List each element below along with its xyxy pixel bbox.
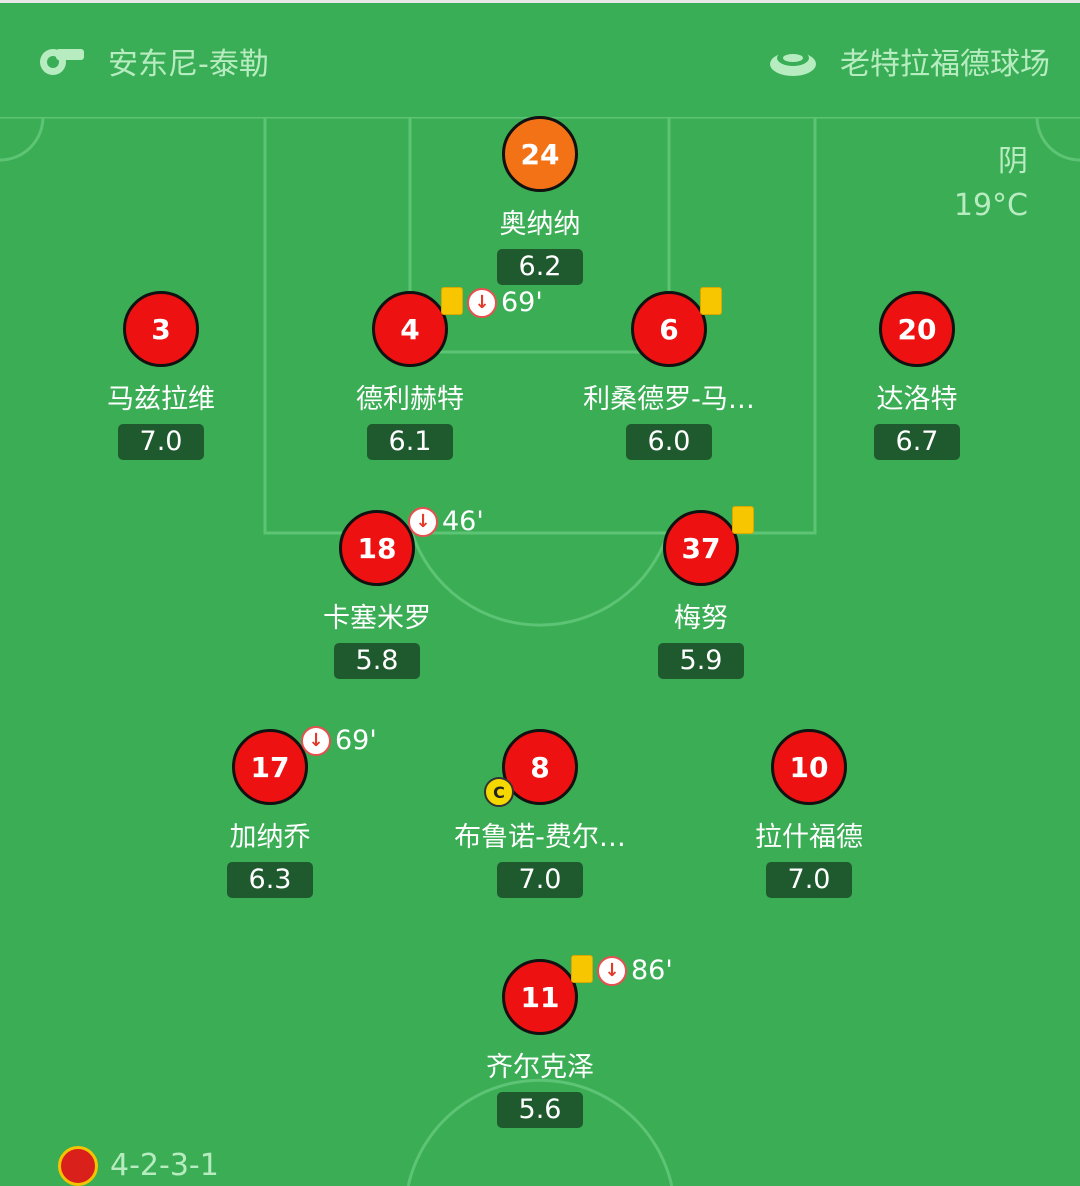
- sub-off-icon: ↓: [301, 725, 331, 756]
- player-number: 6: [631, 291, 707, 367]
- sub-off-icon: ↓: [597, 955, 627, 986]
- player-number-text: 8: [530, 750, 550, 784]
- player-37[interactable]: 37 梅努 5.9: [581, 506, 821, 679]
- player-name: 马兹拉维: [107, 384, 215, 415]
- player-number-text: 17: [250, 750, 290, 784]
- player-number: 3: [123, 291, 199, 367]
- player-name: 达洛特: [876, 384, 958, 415]
- player-name: 利桑德罗-马…: [583, 384, 755, 415]
- match-info-header: 安东尼-泰勒 老特拉福德球场: [0, 0, 1080, 117]
- player-number: 10: [771, 729, 847, 805]
- weather: 阴 19°C: [954, 140, 1028, 228]
- referee-info: 安东尼-泰勒: [36, 39, 269, 83]
- player-rating: 5.6: [497, 1092, 583, 1128]
- player-rating: 6.0: [626, 424, 712, 460]
- player-number-text: 4: [400, 312, 420, 346]
- player-number: 37: [663, 510, 739, 586]
- weather-temperature: 19°C: [953, 188, 1028, 223]
- player-rating: 6.2: [497, 249, 583, 285]
- player-rating: 7.0: [118, 424, 204, 460]
- player-10[interactable]: 10 拉什福德 7.0: [689, 729, 929, 898]
- player-number: 20: [879, 291, 955, 367]
- sub-minute: 69': [335, 725, 377, 756]
- sub-minute: 69': [501, 287, 543, 318]
- team-formation: 4-2-3-1: [58, 1146, 219, 1186]
- player-rating: 6.3: [227, 862, 313, 898]
- player-number-text: 24: [520, 137, 560, 171]
- formation-text: 4-2-3-1: [110, 1148, 219, 1183]
- player-rating: 6.1: [367, 424, 453, 460]
- player-rating: 6.7: [874, 424, 960, 460]
- yellow-card-icon: [441, 287, 463, 315]
- player-rating: 7.0: [766, 862, 852, 898]
- player-name: 布鲁诺-费尔…: [454, 822, 626, 853]
- venue-info: 老特拉福德球场: [768, 39, 1050, 83]
- player-3[interactable]: 3 马兹拉维 7.0: [41, 291, 281, 460]
- player-number-text: 37: [681, 531, 721, 565]
- player-number: 17: [232, 729, 308, 805]
- player-20[interactable]: 20 达洛特 6.7: [797, 291, 1037, 460]
- substitution: ↓ 69': [301, 725, 377, 756]
- yellow-card-icon: [700, 287, 722, 315]
- sub-off-icon: ↓: [408, 506, 438, 537]
- player-rating: 5.8: [334, 643, 420, 679]
- player-name: 德利赫特: [356, 384, 464, 415]
- whistle-icon: [40, 49, 84, 75]
- weather-condition: 阴: [998, 144, 1028, 179]
- player-18[interactable]: 18 卡塞米罗 5.8 ↓ 46': [257, 506, 497, 679]
- player-number: 4: [372, 291, 448, 367]
- sub-minute: 86': [631, 955, 673, 986]
- venue-name: 老特拉福德球场: [840, 47, 1050, 82]
- yellow-card-icon: [571, 955, 593, 983]
- player-number-text: 10: [789, 750, 829, 784]
- substitution: ↓ 46': [408, 506, 484, 537]
- player-number: 8: [502, 729, 578, 805]
- player-name: 卡塞米罗: [323, 603, 431, 634]
- substitution: ↓ 69': [467, 287, 543, 318]
- stadium-icon: [770, 50, 816, 76]
- player-number-text: 20: [897, 312, 937, 346]
- sub-off-icon: ↓: [467, 287, 497, 318]
- player-number: 18: [339, 510, 415, 586]
- player-6[interactable]: 6 利桑德罗-马… 6.0: [549, 287, 789, 460]
- player-name: 加纳乔: [229, 822, 311, 853]
- sub-minute: 46': [442, 506, 484, 537]
- player-name: 奥纳纳: [499, 209, 581, 240]
- player-rating: 5.9: [658, 643, 744, 679]
- player-rating: 7.0: [497, 862, 583, 898]
- player-8[interactable]: 8 布鲁诺-费尔… 7.0 C: [420, 729, 660, 898]
- team-badge-icon: [58, 1146, 98, 1186]
- captain-badge: C: [484, 777, 514, 807]
- substitution: ↓ 86': [597, 955, 673, 986]
- player-number: 11: [502, 959, 578, 1035]
- player-number: 24: [502, 116, 578, 192]
- player-4[interactable]: 4 德利赫特 6.1 ↓ 69': [290, 287, 543, 460]
- player-name: 梅努: [674, 603, 728, 634]
- player-name: 拉什福德: [755, 822, 863, 853]
- yellow-card-icon: [732, 506, 754, 534]
- player-number-text: 6: [659, 312, 679, 346]
- player-11[interactable]: 11 齐尔克泽 5.6 ↓ 86': [420, 955, 673, 1128]
- player-number-text: 11: [520, 980, 560, 1014]
- player-17[interactable]: 17 加纳乔 6.3 ↓ 69': [150, 725, 390, 898]
- player-name: 齐尔克泽: [486, 1052, 594, 1083]
- player-number-text: 3: [151, 312, 171, 346]
- player-24[interactable]: 24 奥纳纳 6.2: [420, 116, 660, 285]
- referee-name: 安东尼-泰勒: [108, 47, 269, 82]
- player-number-text: 18: [357, 531, 397, 565]
